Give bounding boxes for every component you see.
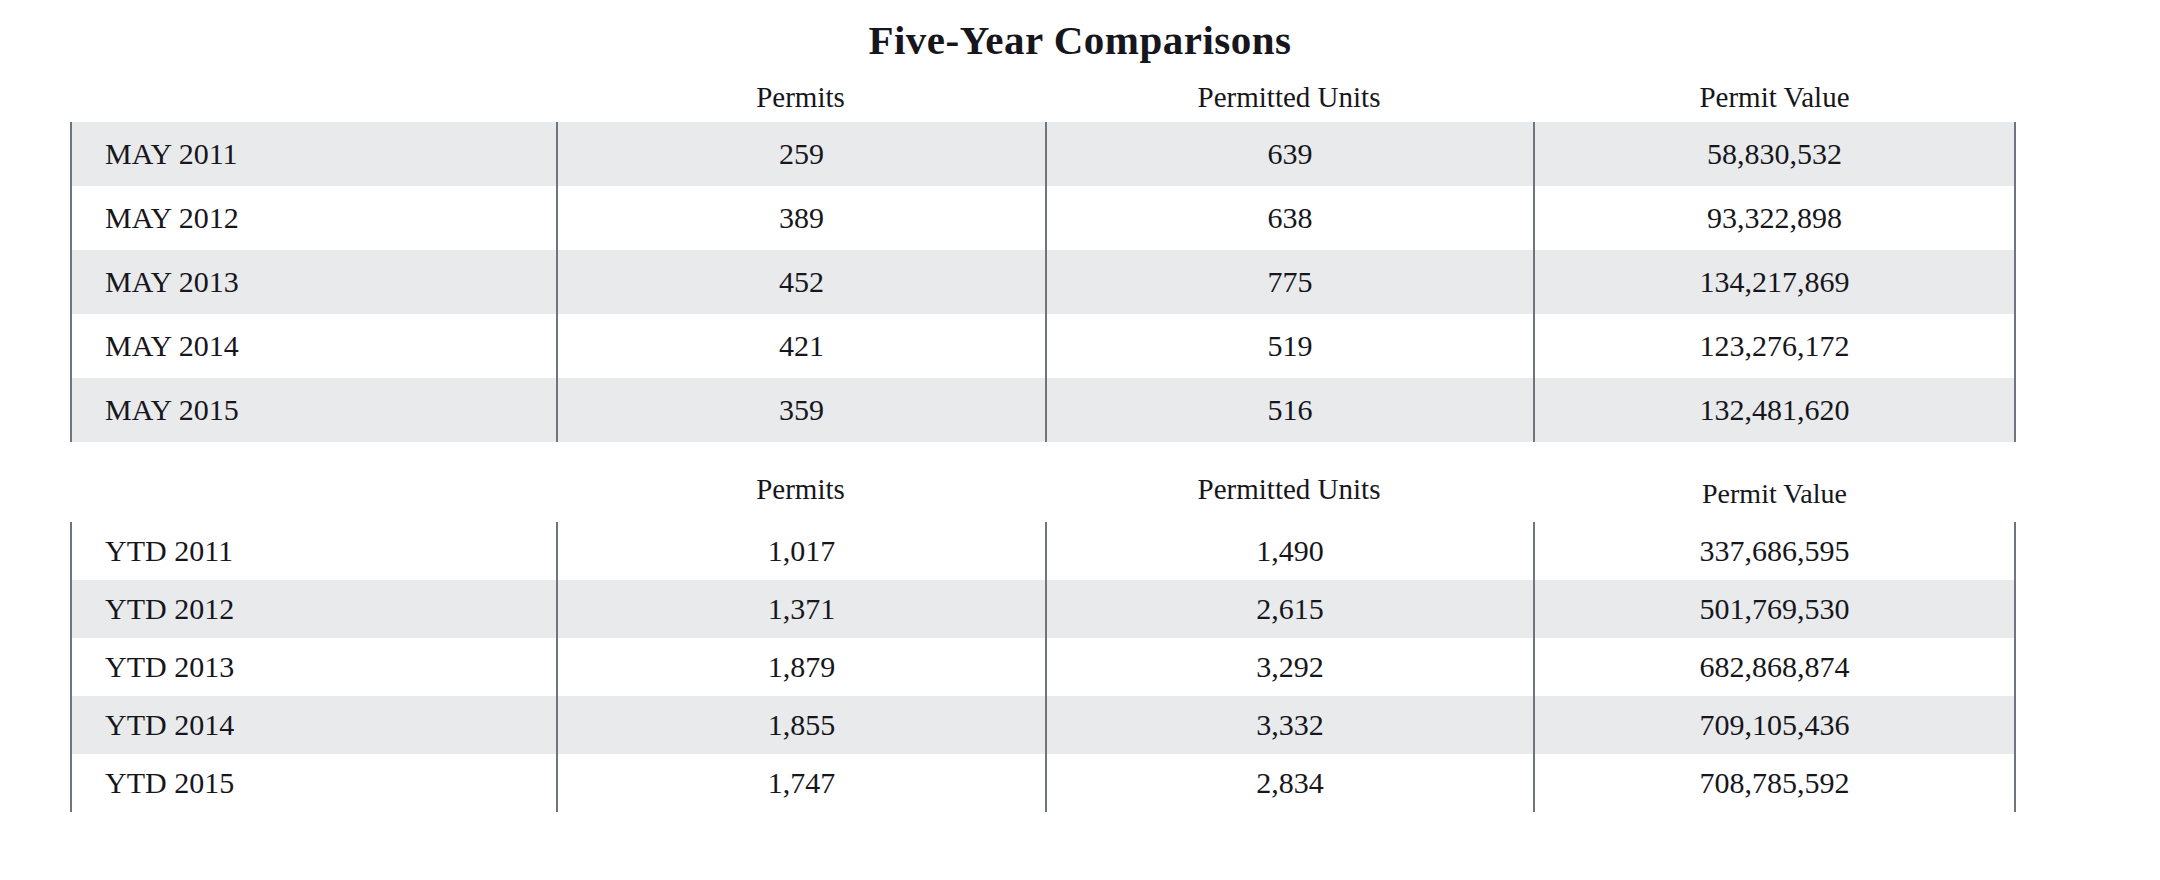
row-label: MAY 2012 xyxy=(70,186,556,250)
header-spacer xyxy=(70,468,556,510)
table-row: MAY 2015 359 516 132,481,620 xyxy=(70,378,2016,442)
permit-value: 93,322,898 xyxy=(1533,186,2016,250)
column-header-permit-value: Permit Value xyxy=(1533,473,2016,515)
table-row: MAY 2011 259 639 58,830,532 xyxy=(70,122,2016,186)
row-label: MAY 2015 xyxy=(70,378,556,442)
row-label: MAY 2014 xyxy=(70,314,556,378)
permitted-units-value: 3,332 xyxy=(1045,696,1533,754)
permits-value: 359 xyxy=(556,378,1045,442)
permitted-units-value: 1,490 xyxy=(1045,522,1533,580)
column-header-permit-value: Permit Value xyxy=(1533,76,2016,118)
report-page: Five-Year Comparisons Permits Permitted … xyxy=(0,0,2160,880)
column-header-permitted-units: Permitted Units xyxy=(1045,468,1533,510)
ytd-table: YTD 2011 1,017 1,490 337,686,595 YTD 201… xyxy=(70,522,2016,812)
permit-value: 709,105,436 xyxy=(1533,696,2016,754)
column-header-permitted-units: Permitted Units xyxy=(1045,76,1533,118)
permit-value: 134,217,869 xyxy=(1533,250,2016,314)
row-label: YTD 2013 xyxy=(70,638,556,696)
permitted-units-value: 2,834 xyxy=(1045,754,1533,812)
permitted-units-value: 638 xyxy=(1045,186,1533,250)
row-label: YTD 2012 xyxy=(70,580,556,638)
table-row: YTD 2013 1,879 3,292 682,868,874 xyxy=(70,638,2016,696)
permitted-units-value: 2,615 xyxy=(1045,580,1533,638)
permit-value: 682,868,874 xyxy=(1533,638,2016,696)
permits-value: 1,747 xyxy=(556,754,1045,812)
row-label: YTD 2014 xyxy=(70,696,556,754)
page-title: Five-Year Comparisons xyxy=(10,16,2150,64)
permits-value: 421 xyxy=(556,314,1045,378)
row-label: MAY 2013 xyxy=(70,250,556,314)
monthly-table: MAY 2011 259 639 58,830,532 MAY 2012 389… xyxy=(70,122,2016,442)
permitted-units-value: 516 xyxy=(1045,378,1533,442)
permit-value: 58,830,532 xyxy=(1533,122,2016,186)
permits-value: 1,371 xyxy=(556,580,1045,638)
permit-value: 708,785,592 xyxy=(1533,754,2016,812)
permitted-units-value: 775 xyxy=(1045,250,1533,314)
table-row: YTD 2012 1,371 2,615 501,769,530 xyxy=(70,580,2016,638)
permits-value: 1,879 xyxy=(556,638,1045,696)
permits-value: 389 xyxy=(556,186,1045,250)
row-label: MAY 2011 xyxy=(70,122,556,186)
permits-value: 1,017 xyxy=(556,522,1045,580)
permit-value: 123,276,172 xyxy=(1533,314,2016,378)
permitted-units-value: 519 xyxy=(1045,314,1533,378)
permit-value: 337,686,595 xyxy=(1533,522,2016,580)
monthly-table-header: Permits Permitted Units Permit Value xyxy=(70,76,2016,118)
permitted-units-value: 639 xyxy=(1045,122,1533,186)
permit-value: 501,769,530 xyxy=(1533,580,2016,638)
permits-value: 1,855 xyxy=(556,696,1045,754)
table-row: YTD 2014 1,855 3,332 709,105,436 xyxy=(70,696,2016,754)
ytd-table-header: Permits Permitted Units Permit Value xyxy=(70,468,2016,510)
table-row: MAY 2013 452 775 134,217,869 xyxy=(70,250,2016,314)
table-row: MAY 2012 389 638 93,322,898 xyxy=(70,186,2016,250)
header-spacer xyxy=(70,76,556,118)
table-row: YTD 2011 1,017 1,490 337,686,595 xyxy=(70,522,2016,580)
permits-value: 452 xyxy=(556,250,1045,314)
permit-value: 132,481,620 xyxy=(1533,378,2016,442)
table-row: YTD 2015 1,747 2,834 708,785,592 xyxy=(70,754,2016,812)
row-label: YTD 2011 xyxy=(70,522,556,580)
table-row: MAY 2014 421 519 123,276,172 xyxy=(70,314,2016,378)
column-header-permits: Permits xyxy=(556,468,1045,510)
column-header-permits: Permits xyxy=(556,76,1045,118)
permits-value: 259 xyxy=(556,122,1045,186)
row-label: YTD 2015 xyxy=(70,754,556,812)
permitted-units-value: 3,292 xyxy=(1045,638,1533,696)
